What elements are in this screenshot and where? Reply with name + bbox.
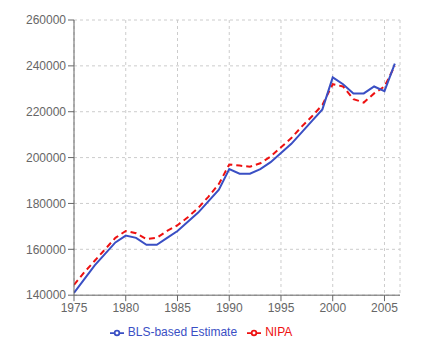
svg-text:260000: 260000	[26, 13, 66, 27]
svg-text:220000: 220000	[26, 105, 66, 119]
svg-text:2005: 2005	[371, 301, 398, 315]
svg-text:2000: 2000	[319, 301, 346, 315]
svg-text:200000: 200000	[26, 151, 66, 165]
svg-text:240000: 240000	[26, 59, 66, 73]
svg-text:180000: 180000	[26, 197, 66, 211]
svg-text:160000: 160000	[26, 243, 66, 257]
html-text:NIPA: NIPA	[265, 325, 293, 340]
svg-text:1990: 1990	[216, 301, 243, 315]
svg-text:1980: 1980	[112, 301, 139, 315]
html-text:BLS-based Estimate: BLS-based Estimate	[127, 325, 238, 340]
svg-text:140000: 140000	[26, 288, 66, 302]
svg-text:1995: 1995	[268, 301, 295, 315]
svg-text:1975: 1975	[61, 301, 88, 315]
svg-text:1985: 1985	[164, 301, 191, 315]
